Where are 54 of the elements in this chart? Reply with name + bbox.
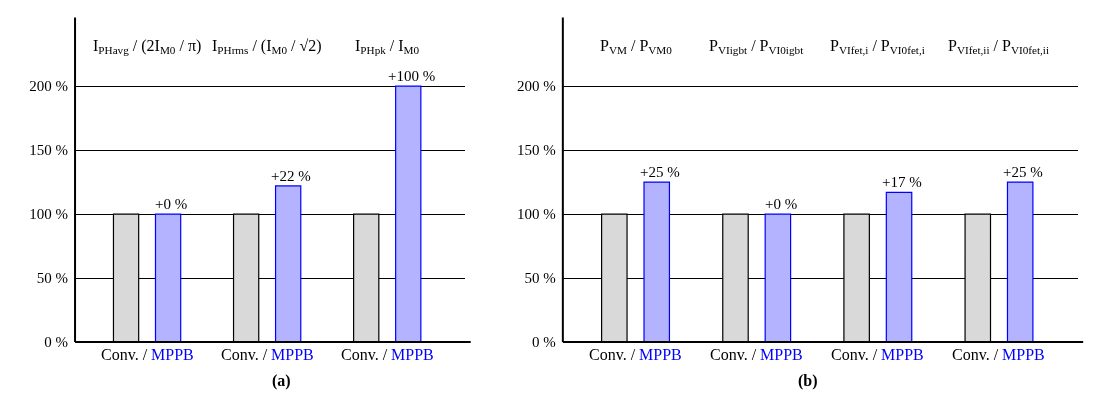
text: MPPB — [881, 346, 924, 363]
x-tick-label: P$_{VIfet,i}$ / P$_{VI0fet,i}$ — [830, 37, 925, 57]
bar — [274, 185, 302, 343]
text: Conv. — [952, 346, 990, 363]
text: MPPB — [1002, 346, 1045, 363]
series-label: Conv. — [589, 346, 627, 363]
y-tick-label: 150 % — [29, 142, 69, 159]
y-tick-label: 100 % — [517, 206, 556, 223]
text: (a) — [272, 372, 291, 390]
text: Conv. — [831, 346, 869, 363]
text: Conv. — [341, 346, 379, 363]
annotation: +25 % — [1003, 164, 1043, 180]
annotation: +100 % — [388, 68, 436, 84]
bar — [643, 181, 671, 343]
text: / — [751, 346, 757, 363]
annotation: +22 % — [271, 168, 311, 184]
bar — [885, 191, 913, 343]
y-tick-label: 0 % — [532, 334, 556, 351]
text: / — [262, 346, 268, 363]
text: / — [142, 346, 148, 363]
series-label: MPPB — [639, 346, 682, 363]
y-tick-label: 0 % — [44, 334, 69, 351]
annotation: +0 % — [155, 196, 188, 212]
y-tick-label: 50 % — [36, 270, 69, 287]
text: Conv. — [710, 346, 748, 363]
text: Conv. — [221, 346, 259, 363]
y-tick-label: 150 % — [517, 142, 556, 159]
text: MPPB — [271, 346, 314, 363]
y-tick-label: 100 % — [29, 206, 69, 223]
x-tick-label: P$_{VIfet,ii}$ / P$_{VI0fet,ii}$ — [948, 37, 1050, 57]
x-tick-label: P$_{VM}$ / P$_{VM0}$ — [600, 37, 673, 57]
series-label: Conv. — [101, 346, 139, 363]
x-tick-label: P$_{VIigbt}$ / P$_{VI0igbt}$ — [709, 37, 805, 57]
y-tick-label: 200 % — [29, 78, 69, 95]
text: / — [382, 346, 388, 363]
y-tick-label: 200 % — [517, 78, 556, 95]
bar — [395, 85, 422, 343]
y-tick-label: 50 % — [524, 270, 556, 287]
text: / — [872, 346, 878, 363]
x-tick-label: I$_{PHavg}$ / (2I$_{M0}$ / π) — [93, 37, 202, 57]
x-tick-label: I$_{PHpk}$ / I$_{M0}$ — [355, 37, 420, 57]
annotation: +0 % — [765, 196, 798, 212]
bar — [154, 213, 182, 343]
text: / — [630, 346, 636, 363]
series-label: MPPB — [151, 346, 194, 363]
text: (b) — [798, 372, 818, 390]
text: MPPB — [760, 346, 803, 363]
text: MPPB — [391, 346, 434, 363]
x-tick-label: I$_{PHrms}$ / (I$_{M0}$ / √2) — [212, 37, 322, 57]
bar — [1006, 181, 1034, 343]
bar — [764, 213, 792, 343]
annotation: +17 % — [882, 174, 922, 190]
annotation: +25 % — [640, 164, 680, 180]
text: / — [993, 346, 999, 363]
